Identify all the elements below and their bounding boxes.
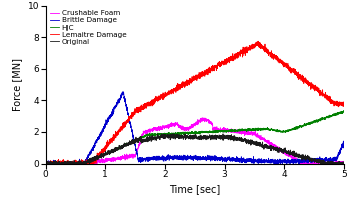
Crushable Foam [200,117,204,119]
Lemaitre Damage [95,156,99,159]
Brittle Damage [44,162,48,165]
Crushable Foam [95,161,100,163]
Brittle Damage [121,91,125,93]
Original [171,137,175,140]
HJC [342,110,346,112]
Original [158,135,162,137]
Lemaitre Damage [304,79,308,81]
Original [44,162,48,165]
Brittle Damage [95,139,100,141]
Lemaitre Damage [158,97,162,99]
HJC [171,134,175,136]
Crushable Foam [171,125,175,127]
Crushable Foam [44,162,48,164]
Lemaitre Damage [336,104,340,107]
Crushable Foam [304,162,308,165]
Line: Lemaitre Damage: Lemaitre Damage [46,41,344,164]
HJC [44,162,48,165]
HJC [78,162,82,165]
Original [304,158,308,160]
Brittle Damage [304,160,308,162]
Crushable Foam [342,161,346,164]
Brittle Damage [78,162,82,164]
Original [78,161,82,163]
Line: Crushable Foam: Crushable Foam [46,118,344,164]
Lemaitre Damage [78,161,82,163]
Line: Original: Original [46,134,344,164]
Lemaitre Damage [342,100,346,103]
Line: HJC: HJC [46,111,344,164]
Original [336,162,340,164]
HJC [342,111,346,113]
Lemaitre Damage [256,40,260,42]
HJC [304,124,308,127]
Original [171,132,175,135]
Crushable Foam [158,125,162,127]
HJC [158,134,162,136]
HJC [336,112,340,114]
Lemaitre Damage [44,162,48,165]
Brittle Damage [171,156,175,159]
Brittle Damage [336,152,340,154]
Brittle Damage [158,156,163,158]
X-axis label: Time [sec]: Time [sec] [169,184,220,194]
Crushable Foam [44,162,48,165]
Line: Brittle Damage: Brittle Damage [46,92,344,164]
Original [95,155,99,157]
Original [342,161,346,163]
HJC [95,157,99,160]
Crushable Foam [78,162,82,165]
Brittle Damage [342,140,346,143]
Lemaitre Damage [171,90,175,92]
Brittle Damage [44,162,48,165]
Legend: Crushable Foam, Brittle Damage, HJC, Lemaitre Damage, Original: Crushable Foam, Brittle Damage, HJC, Lem… [49,9,127,46]
Crushable Foam [336,162,340,165]
Y-axis label: Force [MN]: Force [MN] [12,58,22,111]
